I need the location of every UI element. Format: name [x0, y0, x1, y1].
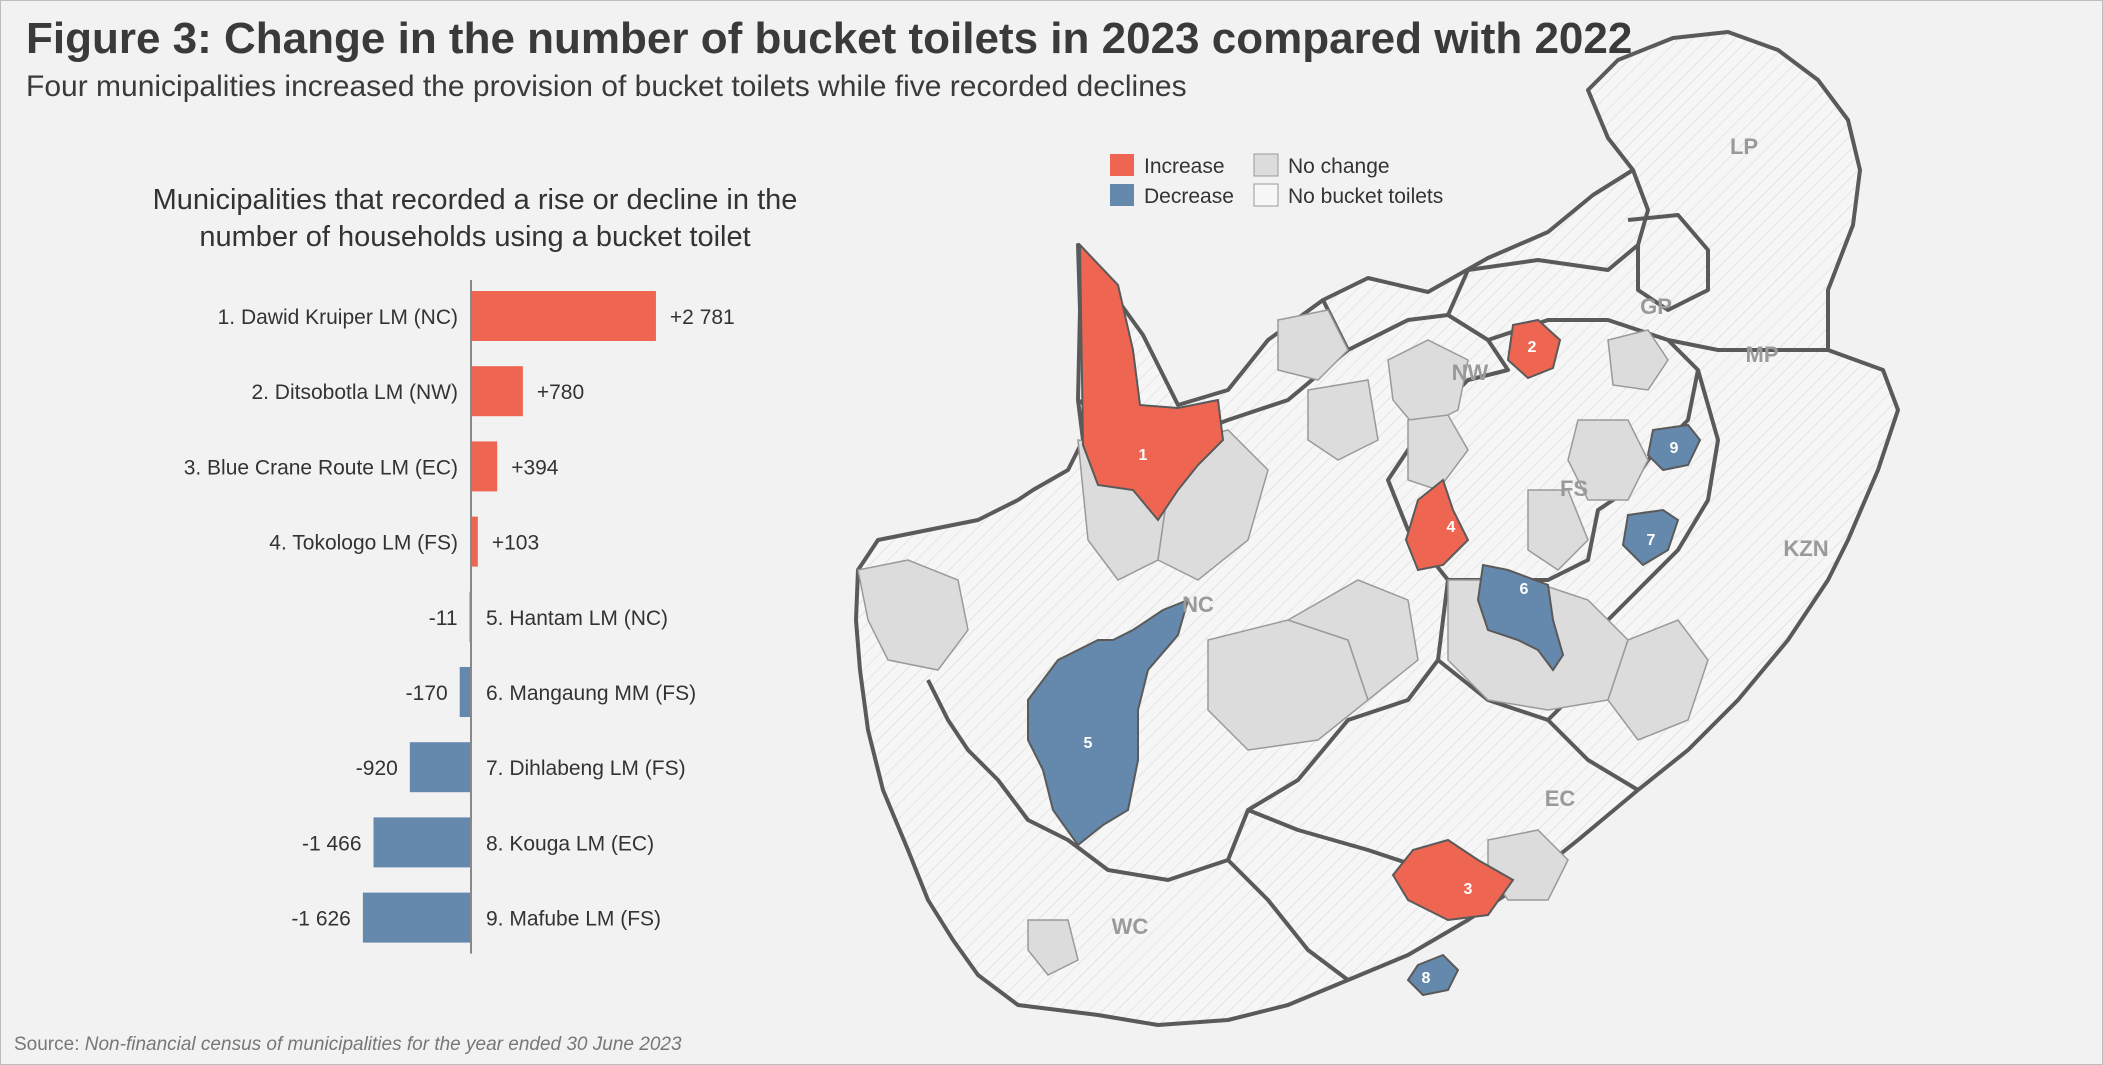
bar-chart: 1. Dawid Kruiper LM (NC) +2 781 2. Ditsobo… — [184, 280, 735, 954]
bar-3 — [471, 441, 498, 492]
value-label-1: +2 781 — [670, 306, 735, 329]
chart-heading-line-1: Municipalities that recorded a rise or d… — [152, 184, 798, 216]
source-note: Source: Non-financial census of municipa… — [14, 1034, 682, 1056]
category-label-8: 8. Kouga LM (EC) — [486, 832, 654, 855]
value-label-9: -1 626 — [291, 908, 351, 931]
region-1-dawid-kruiper — [1078, 242, 1225, 522]
legend-swatch-increase — [1110, 154, 1134, 176]
source-label: Source: — [14, 1034, 80, 1055]
legend-label-increase: Increase — [1144, 155, 1225, 178]
province-label-lp: LP — [1730, 134, 1758, 159]
bar-6 — [459, 667, 471, 717]
bar-4 — [471, 516, 478, 567]
marker-1: 1 — [1139, 447, 1148, 464]
bar-9 — [362, 892, 471, 943]
value-label-6: -170 — [406, 682, 448, 705]
legend-label-decrease: Decrease — [1144, 185, 1234, 208]
region-4-tokologo — [1404, 478, 1470, 572]
marker-3: 3 — [1464, 881, 1473, 898]
category-label-5: 5. Hantam LM (NC) — [486, 607, 668, 630]
decrease-regions — [1027, 423, 1702, 997]
province-label-fs: FS — [1560, 476, 1588, 501]
figure-title: Figure 3: Change in the number of bucket… — [26, 14, 1633, 63]
province-label-ec: EC — [1545, 786, 1576, 811]
category-label-6: 6. Mangaung MM (FS) — [486, 682, 696, 705]
region-5-hantam — [1027, 598, 1190, 847]
category-label-2: 2. Ditsobotla LM (NW) — [251, 381, 458, 404]
value-label-8: -1 466 — [302, 832, 362, 855]
marker-4: 4 — [1447, 519, 1456, 536]
region-2-ditsobotla — [1506, 318, 1562, 380]
south-africa-map: 1 2 3 4 5 6 7 8 9 LP GP MP NW FS KZN NC … — [854, 30, 1900, 1027]
province-label-gp: GP — [1640, 294, 1672, 319]
marker-8: 8 — [1422, 970, 1431, 987]
source-text: Non-financial census of municipalities f… — [84, 1034, 682, 1055]
legend-swatch-no-change — [1253, 153, 1279, 177]
marker-2: 2 — [1528, 339, 1537, 356]
figure-subtitle: Four municipalities increased the provis… — [26, 70, 1187, 103]
chart-heading-line-2: number of households using a bucket toil… — [199, 221, 751, 253]
bar-1 — [471, 291, 656, 341]
value-label-3: +394 — [511, 456, 559, 479]
country-outline — [854, 30, 1900, 1027]
legend-label-no-change: No change — [1288, 155, 1390, 178]
legend-label-no-bucket: No bucket toilets — [1288, 185, 1443, 208]
category-label-4: 4. Tokologo LM (FS) — [269, 532, 458, 555]
chart-heading: Municipalities that recorded a rise or d… — [80, 182, 870, 256]
legend-swatch-decrease — [1110, 184, 1134, 206]
value-label-7: -920 — [356, 757, 398, 780]
province-label-nw: NW — [1452, 360, 1489, 385]
bar-2 — [471, 366, 523, 417]
category-label-9: 9. Mafube LM (FS) — [486, 908, 661, 931]
province-label-kzn: KZN — [1783, 536, 1828, 561]
region-6-mangaung — [1476, 563, 1565, 672]
bar-8 — [373, 817, 471, 868]
legend-swatch-no-bucket — [1253, 183, 1279, 207]
marker-5: 5 — [1084, 735, 1093, 752]
marker-6: 6 — [1520, 581, 1529, 598]
map-legend: Increase Decrease No change No bucket to… — [1110, 153, 1443, 208]
province-label-nc: NC — [1182, 592, 1214, 617]
value-label-4: +103 — [492, 532, 539, 555]
value-label-2: +780 — [537, 381, 584, 404]
marker-9: 9 — [1670, 440, 1679, 457]
category-label-1: 1. Dawid Kruiper LM (NC) — [218, 306, 458, 329]
region-8-kouga — [1406, 953, 1460, 997]
value-label-5: -11 — [429, 607, 458, 630]
category-label-7: 7. Dihlabeng LM (FS) — [486, 757, 686, 780]
increase-regions — [1078, 242, 1562, 922]
category-label-3: 3. Blue Crane Route LM (EC) — [184, 456, 458, 479]
province-label-wc: WC — [1112, 914, 1149, 939]
province-label-mp: MP — [1746, 342, 1779, 367]
region-3-blue-crane-route — [1391, 838, 1515, 922]
region-9-mafube — [1646, 423, 1702, 472]
region-7-dihlabeng — [1621, 508, 1680, 567]
marker-7: 7 — [1647, 532, 1656, 549]
bar-7 — [409, 742, 471, 793]
